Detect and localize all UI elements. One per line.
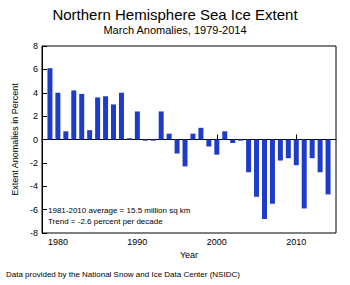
svg-text:Extent Anomalies in Percent: Extent Anomalies in Percent: [10, 83, 20, 196]
svg-text:March Anomalies, 1979-2014: March Anomalies, 1979-2014: [103, 24, 246, 36]
svg-text:6: 6: [33, 64, 38, 74]
svg-text:1981-2010 average = 15.5 milli: 1981-2010 average = 15.5 million sq km: [48, 206, 191, 215]
svg-text:Trend = -2.6 percent per decad: Trend = -2.6 percent per decade: [48, 217, 163, 226]
svg-text:-2: -2: [30, 158, 38, 168]
svg-text:4: 4: [33, 88, 38, 98]
svg-text:-4: -4: [30, 181, 38, 191]
svg-text:-6: -6: [30, 205, 38, 215]
svg-text:-8: -8: [30, 228, 38, 238]
svg-text:8: 8: [33, 41, 38, 51]
svg-text:Data provided by the National: Data provided by the National Snow and I…: [6, 270, 240, 279]
svg-text:1980: 1980: [48, 237, 68, 247]
svg-text:Year: Year: [180, 250, 198, 260]
svg-text:2: 2: [33, 111, 38, 121]
svg-text:2010: 2010: [286, 237, 306, 247]
svg-text:1990: 1990: [127, 237, 147, 247]
svg-text:Northern Hemisphere Sea Ice Ex: Northern Hemisphere Sea Ice Extent: [52, 6, 298, 23]
svg-text:2000: 2000: [207, 237, 227, 247]
svg-text:0: 0: [33, 135, 38, 145]
